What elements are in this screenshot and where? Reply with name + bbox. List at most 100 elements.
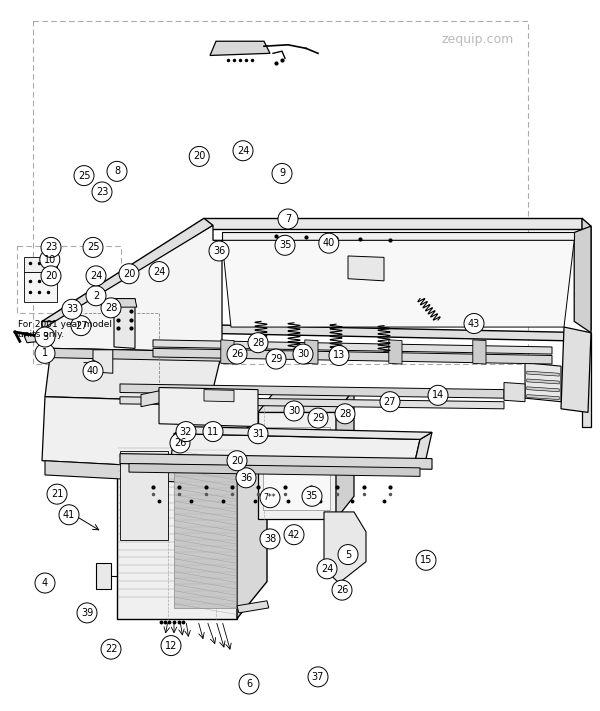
Text: 1: 1 <box>42 348 48 358</box>
Circle shape <box>233 141 253 161</box>
Polygon shape <box>174 448 236 608</box>
Text: 24: 24 <box>237 146 249 156</box>
Polygon shape <box>258 412 336 519</box>
Polygon shape <box>120 384 504 398</box>
Circle shape <box>335 404 355 424</box>
Text: 39: 39 <box>81 608 93 618</box>
Text: 25: 25 <box>87 242 99 252</box>
Circle shape <box>329 346 349 365</box>
Circle shape <box>284 525 304 545</box>
Circle shape <box>41 266 61 286</box>
Text: 31: 31 <box>252 429 264 439</box>
Circle shape <box>416 550 436 570</box>
Text: zequip.com: zequip.com <box>441 33 513 46</box>
Polygon shape <box>24 333 54 343</box>
Polygon shape <box>174 427 432 439</box>
Text: 7: 7 <box>285 214 291 224</box>
Text: 23: 23 <box>45 242 57 252</box>
Circle shape <box>293 344 313 364</box>
Polygon shape <box>93 350 113 373</box>
Circle shape <box>380 392 400 412</box>
Polygon shape <box>222 232 574 240</box>
Circle shape <box>101 639 121 659</box>
Text: 35: 35 <box>306 491 318 501</box>
Circle shape <box>35 343 55 363</box>
Polygon shape <box>527 371 559 376</box>
Circle shape <box>338 545 358 565</box>
Text: 14: 14 <box>432 390 444 400</box>
Polygon shape <box>389 340 402 364</box>
Text: 30: 30 <box>288 406 300 416</box>
Circle shape <box>308 408 328 428</box>
Polygon shape <box>210 41 270 55</box>
Circle shape <box>248 424 268 444</box>
Text: 3: 3 <box>42 332 48 342</box>
Circle shape <box>317 559 337 579</box>
Polygon shape <box>42 321 591 341</box>
Polygon shape <box>42 397 210 469</box>
Text: 23: 23 <box>96 187 108 197</box>
Circle shape <box>239 674 259 694</box>
Circle shape <box>83 361 103 381</box>
Polygon shape <box>414 432 432 466</box>
Circle shape <box>203 422 223 442</box>
Polygon shape <box>527 379 559 384</box>
Text: 40: 40 <box>87 366 99 376</box>
Circle shape <box>107 161 127 181</box>
Text: 21: 21 <box>51 489 63 499</box>
Text: 25: 25 <box>78 171 90 181</box>
Circle shape <box>319 233 339 253</box>
Polygon shape <box>141 390 165 407</box>
Text: 22: 22 <box>105 644 117 654</box>
Circle shape <box>227 451 247 471</box>
Text: 20: 20 <box>123 269 135 279</box>
Text: 8: 8 <box>114 166 120 176</box>
Polygon shape <box>171 434 420 466</box>
Text: 35: 35 <box>279 240 291 250</box>
Circle shape <box>464 314 484 333</box>
Text: 43: 43 <box>468 319 480 328</box>
Polygon shape <box>527 395 559 400</box>
Polygon shape <box>305 340 318 364</box>
Text: 2: 2 <box>93 291 99 301</box>
Text: 37: 37 <box>312 672 324 682</box>
Circle shape <box>149 262 169 282</box>
Polygon shape <box>525 363 561 402</box>
Polygon shape <box>582 218 591 331</box>
Text: 26: 26 <box>231 349 243 359</box>
Text: 15: 15 <box>420 555 432 565</box>
Circle shape <box>92 182 112 202</box>
Circle shape <box>278 209 298 229</box>
Circle shape <box>83 237 103 257</box>
Text: 10: 10 <box>44 255 56 264</box>
Polygon shape <box>504 383 525 402</box>
Polygon shape <box>258 390 354 412</box>
Circle shape <box>101 298 121 318</box>
Polygon shape <box>45 348 222 402</box>
Circle shape <box>266 349 286 369</box>
Circle shape <box>308 667 328 687</box>
Text: 30: 30 <box>297 349 309 359</box>
Text: 32: 32 <box>180 427 192 437</box>
Polygon shape <box>117 441 237 619</box>
Polygon shape <box>51 348 222 361</box>
Circle shape <box>86 286 106 306</box>
Polygon shape <box>120 397 504 409</box>
Polygon shape <box>473 340 486 364</box>
Text: 7**: 7** <box>263 493 277 502</box>
Bar <box>17 246 121 313</box>
Circle shape <box>189 146 209 166</box>
Text: 29: 29 <box>270 354 282 364</box>
Circle shape <box>260 529 280 549</box>
Text: 6: 6 <box>246 679 252 689</box>
Text: 9: 9 <box>279 169 285 178</box>
Circle shape <box>236 468 256 488</box>
Polygon shape <box>204 390 234 402</box>
Circle shape <box>86 266 106 286</box>
Polygon shape <box>237 601 269 613</box>
Polygon shape <box>348 256 384 281</box>
Text: 20: 20 <box>231 456 243 466</box>
Text: 33: 33 <box>66 304 78 314</box>
Polygon shape <box>24 272 57 302</box>
Polygon shape <box>42 218 213 328</box>
